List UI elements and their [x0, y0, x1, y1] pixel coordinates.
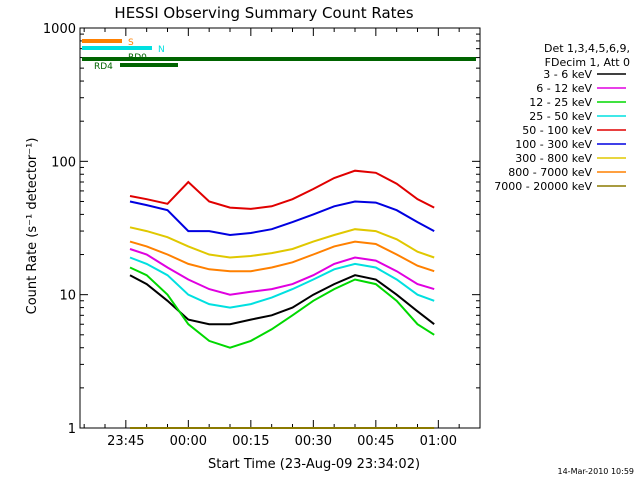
y-axis-label: Count Rate (s⁻¹ detector⁻¹): [25, 138, 40, 315]
series-line-5: [129, 200, 435, 237]
legend-header-line: FDecim 1, Att 0: [545, 56, 630, 69]
status-bar-label: N: [158, 45, 165, 55]
x-tick-label: 00:15: [232, 434, 269, 449]
x-axis-label: Start Time (23-Aug-09 23:34:02): [208, 457, 420, 472]
legend-label: 25 - 50 keV: [529, 110, 592, 123]
legend-label: 12 - 25 keV: [529, 96, 592, 109]
footer-timestamp: 14-Mar-2010 10:59: [557, 467, 635, 476]
series-line-4: [129, 169, 435, 210]
series-line-2: [129, 266, 435, 349]
plot-frame: [79, 27, 481, 429]
series-line-7: [129, 240, 435, 273]
x-tick-label: 01:00: [420, 434, 457, 449]
y-tick-label: 1: [68, 422, 76, 437]
legend: Det 1,3,4,5,6,9,FDecim 1, Att 03 - 6 keV…: [494, 42, 630, 193]
legend-label: 6 - 12 keV: [536, 82, 592, 95]
status-bar-label: RD4: [94, 62, 113, 72]
x-tick-label: 00:00: [170, 434, 207, 449]
legend-header-line: Det 1,3,4,5,6,9,: [544, 42, 630, 55]
x-tick-label: 23:45: [107, 434, 144, 449]
series-line-6: [129, 226, 435, 259]
y-tick-label: 10: [59, 289, 76, 304]
legend-label: 50 - 100 keV: [522, 124, 592, 137]
legend-label: 3 - 6 keV: [543, 68, 592, 81]
x-tick-label: 00:30: [295, 434, 332, 449]
y-tick-label: 1000: [43, 22, 76, 37]
status-bar-label: RD0: [128, 53, 147, 63]
series-line-1: [129, 248, 435, 296]
status-bar-label: S: [128, 38, 134, 48]
legend-label: 100 - 300 keV: [515, 138, 592, 151]
x-tick-label: 00:45: [357, 434, 394, 449]
plot-area: 1 10 100 1000 23:45 00:00 00:15 00:30 00:45 01:00…: [43, 22, 481, 449]
legend-label: 300 - 800 keV: [515, 152, 592, 165]
legend-label: 7000 - 20000 keV: [494, 180, 592, 193]
y-tick-label: 100: [51, 155, 76, 170]
series-line-3: [129, 256, 435, 309]
chart-title: HESSI Observing Summary Count Rates: [114, 4, 413, 22]
legend-label: 800 - 7000 keV: [508, 166, 592, 179]
